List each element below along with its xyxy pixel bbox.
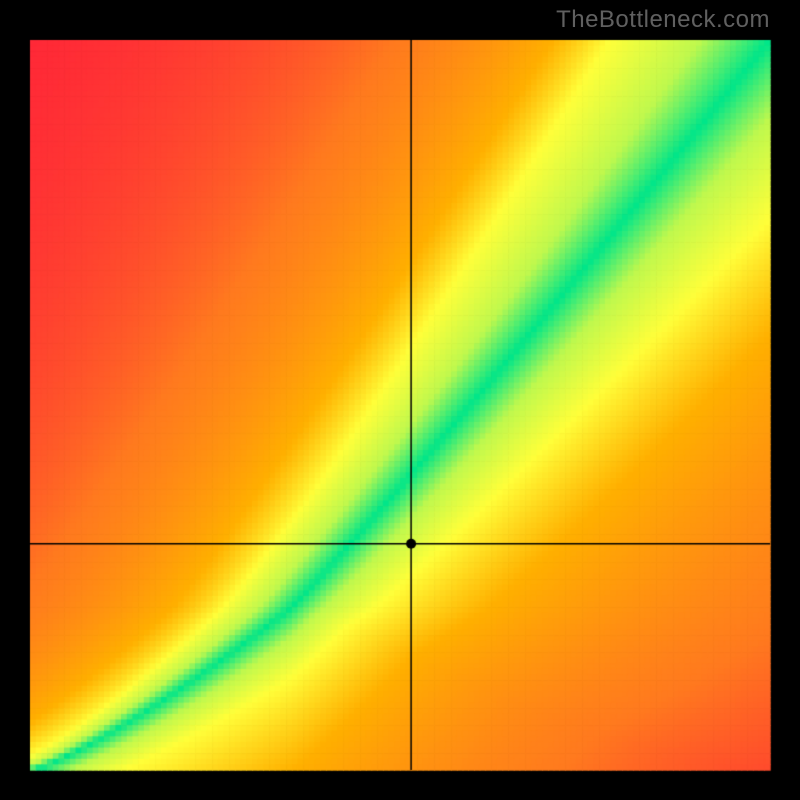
watermark-text: TheBottleneck.com — [556, 6, 770, 34]
bottleneck-heatmap — [0, 0, 800, 800]
